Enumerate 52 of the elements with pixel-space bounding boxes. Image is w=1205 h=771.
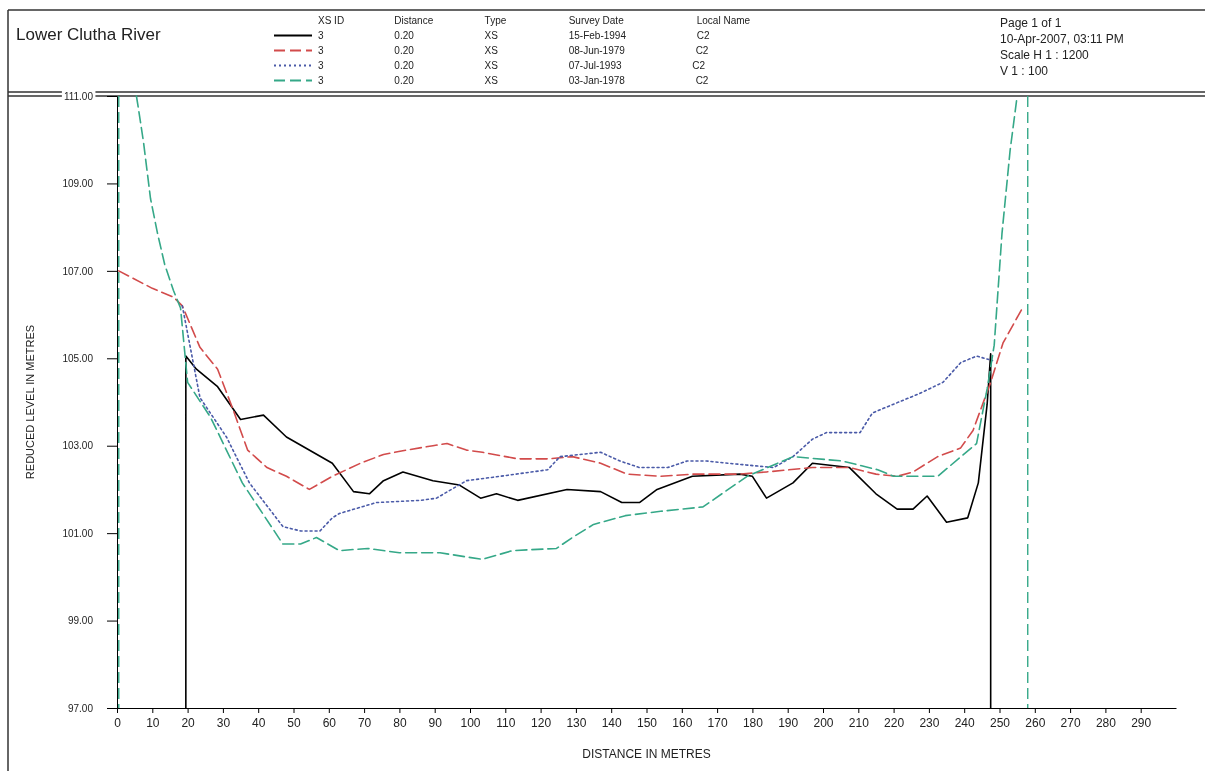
x-tick-label: 180 (742, 715, 764, 730)
x-tick-label: 110 (496, 715, 516, 730)
text: XS ID Distance Type Survey Date Local Name (318, 15, 751, 26)
y-axis-title: REDUCED LEVEL IN METRES (24, 324, 36, 480)
x-tick-label: 190 (778, 715, 799, 730)
x-tick-label: 210 (848, 715, 870, 730)
legend-label: 3 0.20 XS 08-Jun-1979 C2 (318, 45, 709, 56)
x-tick-label: 130 (566, 715, 587, 730)
x-tick-label: 100 (460, 715, 481, 730)
chart-title: Lower Clutha River (16, 25, 161, 44)
x-tick-label: 270 (1060, 715, 1081, 730)
x-tick-label: 220 (884, 715, 905, 730)
x-axis-title: DISTANCE IN METRES (582, 747, 711, 761)
x-tick-label: 120 (531, 715, 552, 730)
x-tick-label: 170 (707, 715, 728, 730)
x-tick-label: 60 (322, 715, 337, 730)
x-tick-label: 150 (636, 715, 658, 730)
x-tick-label: 80 (393, 715, 407, 730)
y-tick-label: 105.00 (62, 352, 94, 364)
y-tick-label: 109.00 (62, 178, 94, 190)
legend-label: 3 0.20 XS 03-Jan-1978 C2 (318, 75, 709, 86)
text: Page 1 of 1 (1000, 16, 1062, 30)
x-tick-label: 50 (287, 715, 301, 730)
x-tick-label: 10 (146, 715, 160, 730)
x-tick-label: 40 (252, 715, 266, 730)
x-tick-label: 0 (114, 715, 122, 730)
x-tick-label: 230 (919, 715, 940, 730)
text: 10-Apr-2007, 03:11 PM (1000, 32, 1124, 46)
x-tick-label: 260 (1025, 715, 1046, 730)
x-tick-label: 20 (181, 715, 196, 730)
line-series (117, 270, 1024, 491)
y-tick-label: 103.00 (62, 440, 94, 452)
x-tick-label: 240 (954, 715, 976, 730)
x-tick-label: 280 (1095, 715, 1117, 730)
x-tick-label: 290 (1131, 715, 1152, 730)
x-tick-label: 140 (601, 715, 623, 730)
y-tick-label: 107.00 (62, 265, 94, 277)
x-tick-label: 250 (989, 715, 1011, 730)
y-tick-label: 99.00 (67, 615, 94, 627)
legend-label: 3 0.20 XS 15-Feb-1994 C2 (318, 30, 710, 41)
x-tick-label: 70 (357, 715, 372, 730)
y-tick-label: 97.00 (67, 702, 94, 714)
legend-label: 3 0.20 XS 07-Jul-1993 C2 (318, 60, 706, 71)
line-series (135, 95, 1018, 561)
y-tick-label: 101.00 (62, 527, 94, 539)
x-tick-label: 200 (813, 715, 834, 730)
x-tick-label: 160 (672, 715, 693, 730)
text: V 1 : 100 (1000, 64, 1049, 78)
x-tick-label: 30 (216, 715, 231, 730)
text: Scale H 1 : 1200 (1000, 48, 1090, 62)
x-tick-label: 90 (428, 715, 443, 730)
y-tick-label: 111.00 (63, 90, 94, 102)
